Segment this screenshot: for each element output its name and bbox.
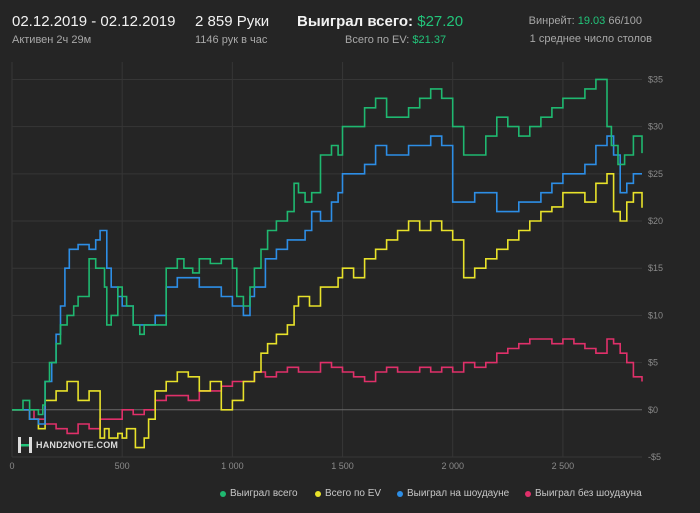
legend-label-showdown: Выиграл на шоудауне: [407, 488, 510, 499]
legend-item-non-showdown[interactable]: Выиграл без шоудауна: [525, 488, 642, 499]
ev-line: [12, 173, 643, 449]
ev-total-value: $21.37: [412, 34, 447, 46]
legend-dot-won-total: [220, 490, 226, 497]
ev-total-label: Всего по EV:: [345, 34, 410, 46]
legend-label-ev: Всего по EV: [325, 488, 382, 499]
winrate-group: Винрейт: 19.03 66/100: [529, 15, 642, 27]
y-tick-label: $15: [648, 263, 663, 273]
legend-label-non-showdown: Выиграл без шоудауна: [535, 488, 642, 499]
legend-label-won-total: Выиграл всего: [230, 488, 298, 499]
hand2note-logo: HAND2NOTE.COM: [18, 437, 118, 453]
stats-header: 02.12.2019 - 02.12.2019 Активен 2ч 29м 2…: [0, 0, 700, 52]
y-tick-label: $25: [648, 169, 663, 179]
y-tick-label: $5: [648, 358, 658, 368]
y-tick-label: $30: [648, 122, 663, 132]
ev-total-group: Всего по EV: $21.37: [345, 34, 446, 46]
winrate-label: Винрейт:: [528, 15, 575, 27]
hand2note-logo-icon: [18, 437, 32, 453]
y-tick-label: $10: [648, 310, 663, 320]
hand2note-logo-text: HAND2NOTE.COM: [36, 440, 119, 450]
hands-label: Руки: [236, 13, 270, 30]
legend-dot-ev: [315, 490, 321, 497]
non-showdown-line: [12, 338, 643, 435]
x-tick-label: 1 000: [221, 461, 244, 471]
won-total-label: Выиграл всего:: [297, 13, 414, 30]
hands-count: 2 859: [195, 13, 233, 30]
x-tick-label: 0: [9, 461, 14, 471]
hands-count-group: 2 859 Руки: [195, 13, 269, 30]
legend-item-ev[interactable]: Всего по EV: [315, 488, 381, 499]
y-tick-label: -$5: [648, 452, 661, 462]
legend-dot-non-showdown: [525, 490, 531, 497]
won-total-group: Выиграл всего: $27.20: [297, 13, 463, 30]
won-total-line: [12, 78, 643, 416]
avg-tables: 1 среднее число столов: [529, 33, 652, 45]
y-tick-label: $0: [648, 405, 658, 415]
date-range: 02.12.2019 - 02.12.2019: [12, 13, 176, 30]
profit-chart: 0 500 1 000 1 500 2 000 2 500 $35 $30 $25 $20 $15 $…: [9, 62, 663, 471]
x-tick-label: 1 500: [331, 461, 354, 471]
winrate-suffix: 66/100: [608, 15, 642, 27]
legend-dot-showdown: [397, 490, 403, 497]
chart-legend: Выиграл всего Всего по EV Выиграл на шоу…: [0, 488, 700, 504]
y-tick-label: $35: [648, 74, 663, 84]
x-tick-label: 500: [115, 461, 130, 471]
hands-per-hour: 1146 рук в час: [195, 34, 268, 46]
showdown-line: [12, 135, 642, 425]
x-tick-label: 2 500: [552, 461, 575, 471]
winrate-value: 19.03: [577, 15, 606, 27]
won-total-value: $27.20: [417, 13, 464, 30]
legend-item-showdown[interactable]: Выиграл на шоудауне: [397, 488, 509, 499]
x-tick-label: 2 000: [441, 461, 464, 471]
y-tick-label: $20: [648, 216, 663, 226]
legend-item-won-total[interactable]: Выиграл всего: [220, 488, 298, 499]
active-time: Активен 2ч 29м: [12, 34, 92, 46]
